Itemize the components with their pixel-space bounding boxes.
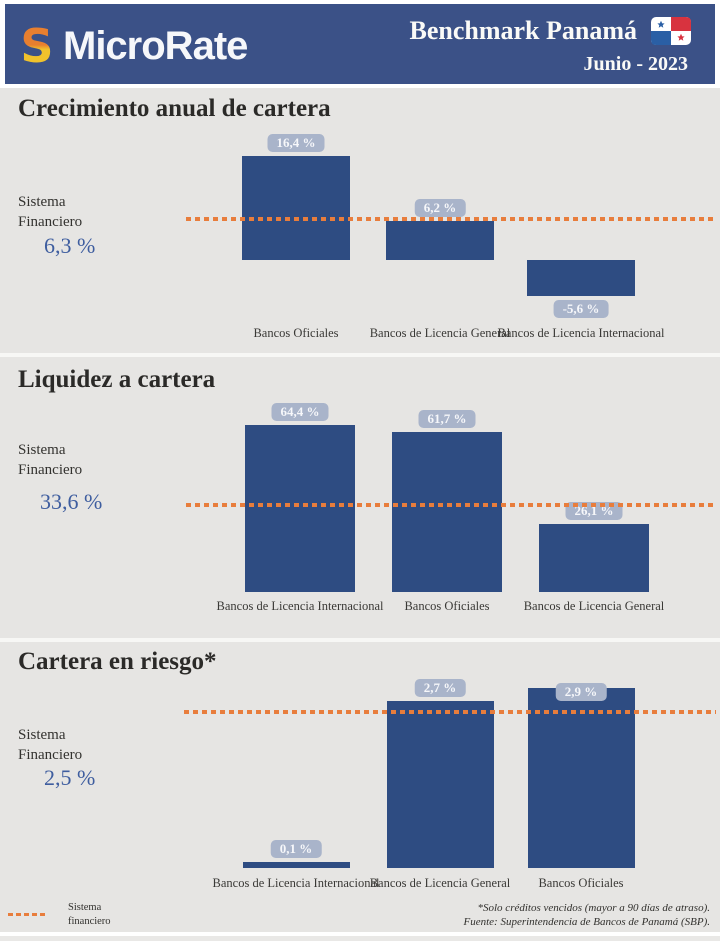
benchmark-label-line2: Financiero bbox=[18, 746, 83, 763]
brand-name: MicroRate bbox=[63, 23, 248, 68]
footnote: *Solo créditos vencidos (mayor a 90 días… bbox=[477, 902, 711, 914]
benchmark-legend-dash-icon bbox=[8, 913, 46, 916]
benchmark-label-line1: Sistema bbox=[18, 194, 66, 210]
benchmark-label: Sistema Financiero bbox=[18, 193, 82, 232]
benchmark-label-line2: Financiero bbox=[18, 461, 83, 478]
microrate-s-icon: S bbox=[20, 21, 53, 71]
report-title-row: Benchmark Panamá bbox=[409, 16, 691, 46]
header: S MicroRate Benchmark Panamá Junio - 202… bbox=[5, 4, 715, 84]
legend-label-line1: Sistema bbox=[68, 902, 102, 913]
benchmark-value: 2,5 % bbox=[44, 765, 96, 790]
benchmark-line bbox=[186, 503, 716, 507]
panama-flag-icon bbox=[651, 17, 691, 45]
report-period: Junio - 2023 bbox=[583, 53, 688, 75]
brand-logo: S MicroRate bbox=[15, 21, 248, 71]
bottom-strip bbox=[0, 936, 720, 941]
section-divider bbox=[0, 932, 720, 936]
section-title-liquidez: Liquidez a cartera bbox=[18, 366, 216, 393]
benchmark-value: 6,3 % bbox=[44, 233, 96, 258]
section-title-crecimiento: Crecimiento anual de cartera bbox=[18, 95, 331, 122]
section-divider bbox=[0, 638, 720, 642]
benchmark-line bbox=[184, 710, 716, 714]
svg-text:S: S bbox=[20, 21, 53, 71]
benchmark-label-line1: Sistema bbox=[18, 727, 66, 743]
benchmark-line bbox=[186, 217, 716, 221]
benchmark-label: Sistema Financiero bbox=[18, 726, 82, 765]
content-background bbox=[0, 88, 720, 932]
section-divider bbox=[0, 353, 720, 357]
section-title-cartera-riesgo: Cartera en riesgo* bbox=[18, 648, 217, 675]
benchmark-label: Sistema Financiero bbox=[18, 441, 82, 480]
legend-label-line2: financiero bbox=[68, 916, 111, 927]
source-note: Fuente: Superintendencia de Bancos de Pa… bbox=[463, 916, 710, 928]
benchmark-label-line1: Sistema bbox=[18, 442, 66, 458]
benchmark-label-line2: Financiero bbox=[18, 213, 83, 230]
benchmark-value: 33,6 % bbox=[40, 489, 103, 514]
report-title: Benchmark Panamá bbox=[409, 16, 638, 45]
